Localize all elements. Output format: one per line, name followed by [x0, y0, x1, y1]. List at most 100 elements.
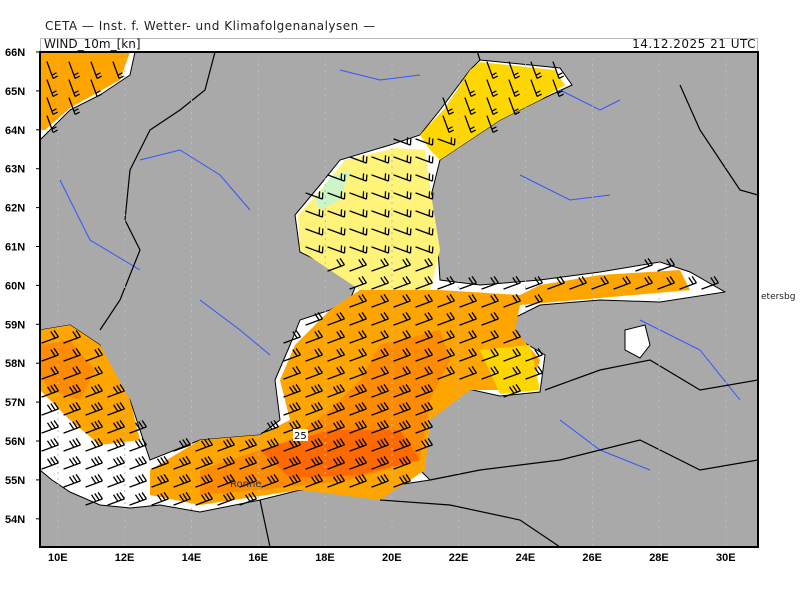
wind-barb [63, 329, 81, 344]
wind-barb [107, 419, 125, 434]
datetime-label: 14.12.2025 21 UTC [632, 37, 756, 51]
contour-label-bg [293, 429, 308, 441]
wind-barb [393, 227, 412, 236]
wind-barb [349, 365, 367, 380]
wind-barb [393, 245, 412, 254]
lon-tick-label: 12E [115, 552, 135, 564]
wind-barb [393, 365, 411, 380]
wind-barb [217, 455, 235, 470]
wind-barb [530, 61, 542, 80]
wind-barb [481, 365, 499, 380]
wind-barb [415, 329, 433, 344]
wind-barb [525, 275, 543, 290]
wind-barb [173, 437, 191, 452]
field-label: WIND_10m_[kn] [44, 37, 141, 51]
wind-barb [503, 365, 521, 380]
lat-tick-label: 65N [5, 86, 25, 98]
lon-tick-label: 24E [516, 552, 536, 564]
wind-barb [46, 79, 58, 98]
wind-barb [393, 401, 411, 416]
wind-barb [415, 191, 434, 200]
wind-barb [327, 473, 345, 488]
wind-barb [415, 383, 433, 398]
wind-barb [393, 311, 411, 326]
wind-barb [415, 437, 433, 452]
wind-barb [41, 383, 59, 398]
wind-barb [107, 473, 125, 488]
wind-barb [486, 61, 498, 80]
wind-barb [217, 437, 235, 452]
wind-barb [349, 329, 367, 344]
wind-barb [503, 347, 521, 362]
wind-barb [349, 257, 367, 272]
wind-barb [327, 257, 345, 272]
wind-barb [261, 437, 279, 452]
wind-barb [85, 437, 103, 452]
wind-barb [63, 419, 81, 434]
wind-barb [393, 473, 411, 488]
wind-barb [442, 115, 454, 134]
lat-tick-label: 63N [5, 164, 25, 176]
wind-barb [486, 79, 498, 98]
wind-barb [327, 227, 346, 236]
lon-tick-label: 26E [582, 552, 602, 564]
wind-barb [41, 437, 59, 452]
wind-barb [327, 329, 345, 344]
wind-barb [437, 137, 456, 146]
lon-tick-label: 30E [716, 552, 736, 564]
wind-barb [151, 455, 169, 470]
wind-barb [327, 245, 346, 254]
lat-tick-label: 61N [5, 242, 25, 254]
wind-barb [195, 455, 213, 470]
wind-barb [371, 245, 390, 254]
wind-barb [415, 365, 433, 380]
wind-barb [349, 173, 368, 182]
wind-barb [63, 401, 81, 416]
wind-barb [371, 419, 389, 434]
wind-barb [63, 455, 81, 470]
wind-barb [486, 115, 498, 134]
wind-barb [530, 79, 542, 98]
wind-barb [63, 473, 81, 488]
wind-barb [481, 275, 499, 290]
wind-barb [393, 437, 411, 452]
wind-barb [41, 347, 59, 362]
wind-barb [239, 473, 257, 488]
wind-barb [112, 61, 124, 80]
wind-barb [173, 455, 191, 470]
wind-barb [508, 79, 520, 98]
title-bar [40, 38, 758, 52]
lon-tick-label: 22E [449, 552, 469, 564]
wind-barb [613, 275, 631, 290]
wind-barb [41, 329, 59, 344]
wind-barb [415, 173, 434, 182]
lat-tick-label: 66N [5, 47, 25, 59]
wind-barb [129, 473, 147, 488]
wind-barb [173, 473, 191, 488]
wind-barb [129, 455, 147, 470]
lat-tick-label: 58N [5, 358, 25, 370]
wind-barbs [41, 61, 719, 506]
wind-barb [68, 97, 80, 116]
wind-barb [327, 191, 346, 200]
wind-barb [305, 209, 324, 218]
wind-barb [437, 329, 455, 344]
wind-barb [591, 275, 609, 290]
wind-barb [481, 347, 499, 362]
wind-barb [41, 401, 59, 416]
wind-barb [327, 455, 345, 470]
wind-barb [283, 419, 301, 434]
wind-barb [635, 275, 653, 290]
wind-barb [107, 437, 125, 452]
wind-barb [195, 491, 213, 506]
rivers [59, 69, 741, 471]
wind-barb [415, 311, 433, 326]
wind-barb [41, 365, 59, 380]
wind-barb [393, 257, 411, 272]
wind-barb [349, 227, 368, 236]
wind-barb [415, 245, 434, 254]
wind-barb [90, 79, 102, 98]
wind-barb [371, 293, 389, 308]
wind-barb [415, 275, 433, 290]
wind-barb [349, 347, 367, 362]
